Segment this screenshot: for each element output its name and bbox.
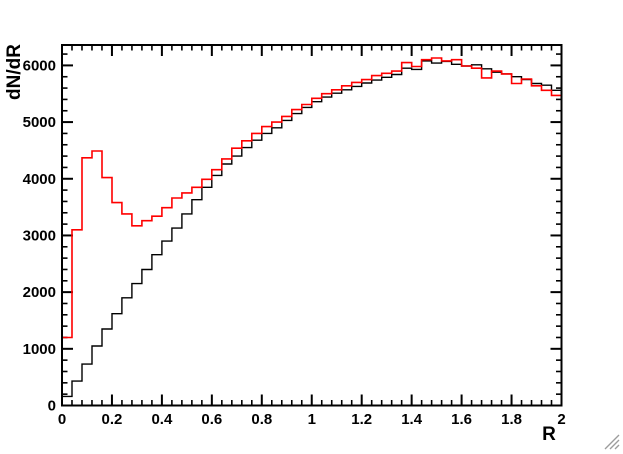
x-axis-title: R	[542, 424, 556, 445]
plot-frame	[61, 44, 563, 407]
y-tick-label: 6000	[23, 57, 56, 74]
y-tick-label: 3000	[23, 227, 56, 244]
x-tick-label: 1	[308, 411, 316, 428]
diagonal-hatch-icon	[604, 434, 620, 450]
y-tick-label: 1000	[23, 341, 56, 358]
x-tick-label: 0.4	[151, 411, 173, 428]
y-tick-label: 4000	[23, 171, 56, 188]
red-histogram	[62, 57, 562, 339]
x-tick-label: 0.2	[102, 411, 123, 428]
x-tick-label: 1.2	[351, 411, 372, 428]
y-tick-label: 2000	[23, 284, 56, 301]
x-tick-label: 2	[557, 411, 565, 428]
y-tick-label: 5000	[23, 114, 56, 131]
y-tick-label: 0	[48, 398, 56, 415]
y-axis-title: dN/dR	[4, 44, 25, 100]
x-tick-label: 0	[58, 411, 66, 428]
x-tick-label: 1.6	[451, 411, 472, 428]
resize-grip-icon[interactable]	[602, 432, 622, 452]
x-tick-label: 1.8	[501, 411, 522, 428]
x-tick-label: 0.8	[251, 411, 272, 428]
x-tick-label: 1.4	[401, 411, 423, 428]
black-histogram	[62, 60, 562, 398]
x-tick-label: 0.6	[201, 411, 222, 428]
